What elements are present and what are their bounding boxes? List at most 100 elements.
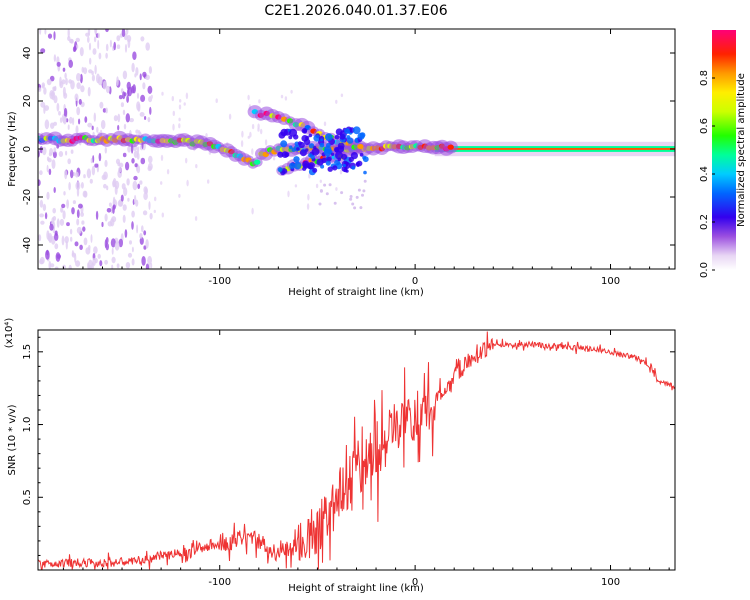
noise-speck — [93, 36, 97, 43]
carrier-core — [434, 148, 675, 150]
turbulence-point — [288, 145, 293, 150]
turbulence-point — [289, 162, 296, 169]
turbulence-point — [281, 168, 288, 174]
spectrogram-ytick-label: 20 — [22, 95, 33, 108]
noise-speck — [131, 62, 135, 73]
spectrogram-ytick-label: 40 — [22, 47, 33, 60]
noise-speck — [112, 178, 117, 187]
noise-speck — [178, 193, 181, 198]
noise-speck — [105, 107, 108, 114]
turbulence-point — [341, 165, 348, 172]
turbulence-point — [302, 166, 307, 171]
noise-speck — [105, 85, 110, 94]
turbulence-point — [280, 128, 288, 137]
noise-speck — [67, 29, 70, 38]
noise-speck — [251, 148, 254, 156]
noise-speck — [194, 216, 198, 221]
turbulence-point — [355, 161, 360, 166]
turbulence-point — [323, 148, 332, 157]
noise-speck — [93, 246, 98, 254]
noise-speck — [39, 170, 43, 176]
colorbar-ticks: 0.0 0.2 0.4 0.6 0.8 — [699, 70, 715, 278]
spectrogram-panel: -100 0 100 -40 -20 0 20 40 Height of straight l… — [7, 28, 676, 298]
noise-speck — [68, 182, 71, 191]
noise-speck — [126, 178, 130, 186]
noise-speck — [46, 191, 50, 200]
noise-speck — [166, 169, 170, 175]
noise-speck — [287, 190, 290, 198]
noise-speck — [39, 29, 42, 35]
noise-speck — [145, 42, 150, 51]
turbulence-point — [307, 163, 314, 170]
noise-speck — [127, 145, 131, 153]
turbulence-point — [277, 151, 284, 158]
turbulence-point — [335, 151, 343, 160]
noise-speck — [46, 164, 49, 173]
turbulence-point — [308, 143, 315, 149]
noise-speck — [120, 194, 124, 202]
turbulence-point — [344, 128, 350, 135]
noise-speck — [74, 241, 79, 247]
noise-speck — [136, 101, 141, 111]
noise-speck — [95, 210, 99, 220]
noise-speck — [144, 116, 147, 120]
turbulence-point — [291, 147, 296, 152]
noise-speck — [132, 51, 137, 60]
noise-speck — [280, 94, 284, 99]
noise-speck — [160, 154, 164, 161]
snr-axes: -100 0 100 0.5 1.0 1.5 — [22, 330, 675, 588]
noise-speck — [294, 184, 298, 188]
noise-speck — [38, 234, 42, 242]
turbulence-point — [342, 163, 346, 168]
noise-speck — [80, 212, 84, 217]
noise-speck — [97, 253, 101, 259]
noise-speck — [83, 174, 86, 179]
turbulence-point — [312, 167, 318, 173]
noise-speck — [260, 128, 263, 135]
noise-speck — [308, 173, 311, 179]
sparse-point — [318, 202, 322, 206]
figure-title: C2E1.2026.040.01.37.E06 — [264, 3, 447, 19]
noise-speck — [43, 87, 47, 95]
noise-speck — [99, 101, 104, 109]
turbulence-point — [277, 167, 283, 173]
sparse-point — [351, 202, 355, 206]
noise-speck — [179, 99, 182, 103]
noise-speck — [44, 119, 50, 130]
noise-speck — [113, 41, 116, 51]
snr-xtick-label: -100 — [208, 577, 231, 588]
noise-speck — [122, 152, 127, 158]
turbulence-point — [351, 165, 356, 170]
noise-speck — [122, 91, 126, 100]
snr-frame — [37, 329, 676, 571]
snr-xlabel: Height of straight line (km) — [288, 583, 424, 594]
noise-speck — [49, 90, 55, 100]
noise-speck — [195, 164, 198, 169]
noise-speck — [339, 169, 343, 175]
noise-speck — [118, 238, 124, 248]
turbulence-point — [310, 154, 315, 160]
noise-speck — [63, 92, 68, 99]
noise-speck — [126, 95, 129, 103]
noise-speck — [143, 230, 147, 236]
sparse-point — [363, 179, 367, 183]
noise-speck — [73, 45, 77, 52]
noise-speck — [49, 148, 54, 155]
noise-speck — [106, 208, 112, 213]
noise-speck — [145, 74, 150, 81]
noise-speck — [90, 234, 93, 243]
turbulence-point — [332, 165, 338, 171]
noise-speck — [106, 185, 109, 191]
noise-speck — [94, 64, 97, 75]
noise-speck — [72, 200, 76, 205]
spectrogram-xtick-label: -100 — [208, 276, 231, 287]
noise-speck — [147, 85, 153, 94]
snr-series-line — [38, 331, 675, 570]
noise-speck — [51, 159, 56, 170]
noise-speck — [123, 187, 128, 197]
noise-speck — [131, 258, 135, 266]
noise-speck — [116, 35, 121, 42]
noise-speck — [54, 243, 59, 250]
noise-speck — [140, 157, 146, 165]
noise-speck — [76, 218, 80, 226]
